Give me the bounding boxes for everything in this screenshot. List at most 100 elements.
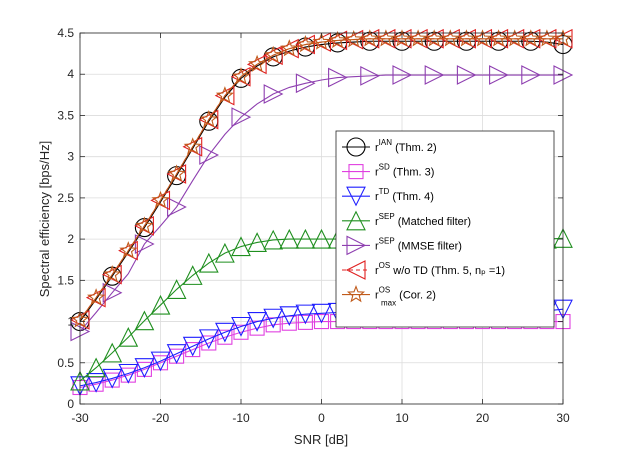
series-4-point-2	[102, 282, 123, 303]
series-4-point-10	[231, 107, 252, 127]
legend-label-4: rSEP (MMSE filter)	[375, 236, 462, 252]
legend-box	[335, 130, 555, 328]
series-3-point-14	[295, 228, 316, 249]
series-6	[70, 29, 573, 328]
series-6-point-3	[119, 241, 138, 259]
series-4-point-18	[360, 65, 381, 86]
legend-marker-4	[346, 235, 367, 256]
series-2-point-9	[215, 322, 235, 343]
series-6-point-19	[376, 29, 395, 47]
series-6-point-2	[103, 265, 122, 283]
series-6-point-26	[489, 29, 508, 47]
x-tick-label-4: 10	[395, 411, 409, 425]
legend-label-3: rSEP (Matched filter)	[375, 212, 471, 228]
series-6-point-27	[505, 29, 524, 47]
series-2-point-8	[198, 329, 219, 350]
series-3-point-4	[134, 310, 155, 331]
series-5-point-14	[295, 34, 315, 55]
series-3-point-9	[215, 242, 235, 263]
series-2-point-6	[166, 344, 187, 364]
series-5-point-7	[182, 136, 203, 157]
legend-entry-4: rSEP (MMSE filter)	[342, 235, 462, 256]
series-3-point-10	[231, 236, 251, 257]
tick-labels: -30 -20 -10 0 10 20 30 0 0.5 1 1.5 2 2.5 3 3.5 4 4.5	[57, 26, 570, 425]
series-5-point-11	[246, 54, 267, 75]
series-4-point-12	[263, 84, 284, 104]
series-0-line	[79, 40, 564, 322]
legend-label-6: rOS max (Cor. 2)	[375, 286, 436, 308]
series-5-point-12	[262, 45, 283, 66]
series-5-point-1	[85, 287, 106, 308]
legend-marker-0	[346, 137, 366, 157]
legend-marker-3	[346, 210, 366, 231]
series-4-point-16	[328, 67, 348, 88]
series-6-point-23	[441, 29, 460, 47]
x-tick-label-3: 0	[318, 411, 325, 425]
series-2-point-10	[231, 316, 251, 337]
series-5-point-10	[230, 66, 251, 87]
legend-entry-2: rTD (Thm. 4)	[342, 186, 434, 207]
series-6-line	[79, 38, 563, 321]
series-4-point-28	[521, 65, 542, 85]
series-6-point-8	[199, 110, 218, 128]
series-6-point-5	[151, 190, 170, 209]
x-axis-title: SNR [dB]	[294, 432, 348, 447]
series-5-point-8	[198, 109, 219, 130]
series-3-point-12	[263, 229, 284, 250]
y-tick-label-7: 3.5	[57, 108, 74, 122]
series-6-point-6	[167, 164, 186, 182]
legend-entry-1: rSD (Thm. 3)	[342, 163, 434, 180]
series-6-point-20	[392, 29, 412, 47]
series-4-point-6	[167, 197, 187, 217]
series-2-point-14	[295, 304, 316, 325]
series-2-point-15	[311, 303, 332, 324]
series-2-point-11	[247, 312, 267, 332]
series-4-point-4	[134, 234, 155, 254]
series-6-point-13	[280, 39, 299, 57]
y-axis-title: Spectral efficiency [bps/Hz]	[37, 141, 52, 298]
x-tick-label-0: -30	[71, 411, 89, 425]
legend-entry-3: rSEP (Matched filter)	[342, 210, 471, 231]
series-6-point-18	[360, 29, 379, 47]
series-1-point-8	[201, 335, 217, 351]
series-6-point-9	[215, 86, 234, 104]
series-6-point-16	[328, 30, 347, 49]
series-5-point-4	[134, 216, 154, 236]
series-5-point-13	[279, 38, 299, 59]
legend-entry-5: rOS w/o TD (Thm. 5, nₚ =1)	[342, 260, 505, 280]
legend-label-5: rOS w/o TD (Thm. 5, nₚ =1)	[375, 261, 505, 277]
y-tick-label-9: 4.5	[57, 26, 74, 40]
series-2-point-1	[86, 373, 106, 393]
series-2-point-3	[118, 363, 139, 384]
series-2-point-12	[263, 308, 284, 329]
axes	[79, 32, 564, 405]
y-tick-label-5: 2.5	[57, 191, 74, 205]
legend-label-1: rSD (Thm. 3)	[375, 163, 434, 179]
series-2-point-7	[182, 336, 203, 357]
series-6-point-25	[473, 29, 492, 47]
series-1-point-15	[313, 314, 330, 330]
y-tick-label-1: 0.5	[57, 356, 74, 370]
series-6-point-12	[264, 45, 283, 63]
series-4-point-24	[456, 65, 477, 85]
series-3-point-6	[166, 279, 187, 299]
series-1-point-14	[297, 314, 313, 330]
y-tick-label-4: 2	[67, 232, 74, 246]
series-1-point-10	[233, 324, 249, 340]
legend-marker-6	[346, 285, 366, 303]
legend-marker-2	[346, 186, 366, 207]
series-6-point-14	[296, 34, 315, 53]
y-tick-label-6: 3	[67, 150, 74, 164]
series-4-point-22	[424, 65, 445, 85]
series-6-point-11	[248, 54, 267, 73]
series-6-point-28	[521, 29, 540, 47]
series-3-point-2	[102, 342, 123, 363]
series-6-point-22	[425, 29, 444, 47]
series-6-point-15	[312, 32, 331, 50]
series-6-point-17	[344, 30, 363, 48]
series-4-point-14	[295, 73, 316, 94]
legend-marker-5	[345, 260, 366, 280]
x-tick-label-5: 20	[476, 411, 490, 425]
series-2-point-4	[134, 358, 155, 378]
